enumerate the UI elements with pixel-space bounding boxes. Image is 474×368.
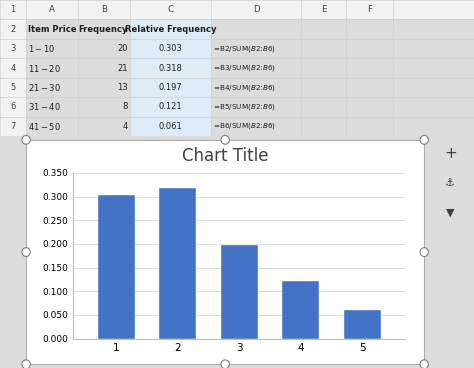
Text: $11 - $20: $11 - $20 xyxy=(28,63,61,74)
Text: 4: 4 xyxy=(10,64,16,72)
Text: 0.318: 0.318 xyxy=(159,64,182,72)
Circle shape xyxy=(22,360,30,368)
Bar xyxy=(0,0,26,136)
Text: Frequency: Frequency xyxy=(79,25,128,34)
Text: 0.303: 0.303 xyxy=(159,44,182,53)
Text: 6: 6 xyxy=(10,102,16,112)
Circle shape xyxy=(22,135,30,144)
Text: F: F xyxy=(367,5,372,14)
Bar xyxy=(159,188,196,339)
Bar xyxy=(130,39,211,59)
Circle shape xyxy=(420,360,428,368)
Text: +: + xyxy=(444,146,456,161)
Text: 2: 2 xyxy=(10,25,16,34)
Bar xyxy=(283,281,319,339)
Text: 0.197: 0.197 xyxy=(159,83,182,92)
Text: C: C xyxy=(168,5,173,14)
Text: 0.061: 0.061 xyxy=(159,122,182,131)
Circle shape xyxy=(420,248,428,256)
Text: =B6/SUM($B$2:$B$6): =B6/SUM($B$2:$B$6) xyxy=(213,121,276,131)
Text: =B4/SUM($B$2:$B$6): =B4/SUM($B$2:$B$6) xyxy=(213,82,276,92)
Text: 20: 20 xyxy=(118,44,128,53)
Bar xyxy=(130,97,211,117)
Bar xyxy=(221,245,258,339)
Text: =B3/SUM($B$2:$B$6): =B3/SUM($B$2:$B$6) xyxy=(213,63,276,73)
Circle shape xyxy=(221,360,229,368)
Bar xyxy=(130,20,211,39)
Text: E: E xyxy=(321,5,326,14)
Bar xyxy=(0,0,474,20)
Text: Item Price: Item Price xyxy=(28,25,77,34)
Text: 21: 21 xyxy=(118,64,128,72)
Text: $31 - $40: $31 - $40 xyxy=(28,102,61,113)
Text: A: A xyxy=(49,5,55,14)
Bar xyxy=(130,78,211,97)
Text: 1: 1 xyxy=(10,5,16,14)
Text: 4: 4 xyxy=(123,122,128,131)
Bar xyxy=(98,195,135,339)
Bar xyxy=(130,59,211,78)
Text: 0.121: 0.121 xyxy=(159,102,182,112)
Bar xyxy=(130,117,211,136)
Text: $41 - $50: $41 - $50 xyxy=(28,121,61,132)
Text: ⚓: ⚓ xyxy=(445,178,456,188)
Circle shape xyxy=(221,135,229,144)
Text: =B2/SUM($B$2:$B$6): =B2/SUM($B$2:$B$6) xyxy=(213,44,276,54)
Circle shape xyxy=(420,135,428,144)
Text: 5: 5 xyxy=(10,83,16,92)
Text: 3: 3 xyxy=(10,44,16,53)
Text: $1 - $10: $1 - $10 xyxy=(28,43,56,54)
Circle shape xyxy=(22,248,30,256)
Text: ▼: ▼ xyxy=(446,208,455,217)
Text: B: B xyxy=(101,5,107,14)
Text: $21 - $30: $21 - $30 xyxy=(28,82,61,93)
Text: Chart Title: Chart Title xyxy=(182,148,268,165)
Text: 8: 8 xyxy=(123,102,128,112)
Text: =B5/SUM($B$2:$B$6): =B5/SUM($B$2:$B$6) xyxy=(213,102,276,112)
Text: 7: 7 xyxy=(10,122,16,131)
Bar xyxy=(344,310,381,339)
Text: Relative Frequency: Relative Frequency xyxy=(125,25,217,34)
Text: D: D xyxy=(253,5,259,14)
Text: 13: 13 xyxy=(118,83,128,92)
